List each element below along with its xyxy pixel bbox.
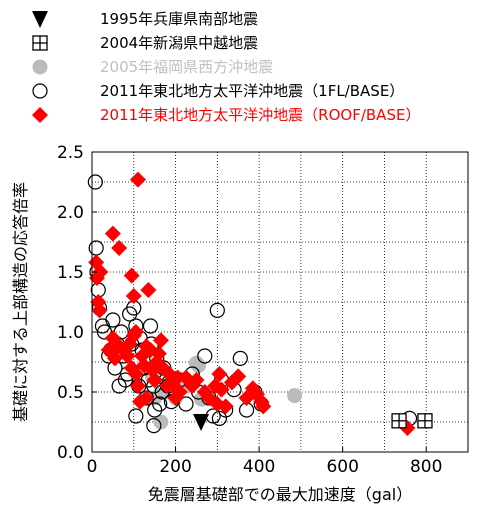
data-point (125, 288, 142, 304)
legend-label: 2011年東北地方太平洋沖地震（1FL/BASE） (100, 82, 404, 100)
data-point (128, 408, 144, 424)
data-point (147, 402, 163, 418)
data-point (92, 264, 109, 280)
y-tick-label: 2.0 (57, 203, 84, 223)
y-tick-label: 1.5 (57, 263, 84, 283)
data-point (188, 372, 205, 388)
data-point (417, 413, 433, 429)
data-point (193, 414, 210, 431)
data-point (111, 378, 127, 394)
data-point (178, 396, 194, 412)
data-point (140, 282, 157, 298)
data-point (111, 240, 128, 256)
data-point (105, 312, 121, 328)
data-point (132, 393, 149, 410)
data-point (104, 225, 121, 242)
data-point (147, 390, 163, 406)
data-point (146, 418, 162, 434)
data-point (125, 327, 142, 344)
data-point (127, 366, 144, 382)
data-point (88, 240, 104, 256)
data-point (217, 398, 234, 415)
data-point (232, 350, 248, 366)
data-point (211, 366, 228, 382)
x-tick-label: 0 (87, 457, 98, 477)
data-point (197, 348, 213, 364)
x-axis-label: 免震層基礎部での最大加速度（gal） (148, 485, 412, 504)
legend-marker (32, 59, 48, 75)
x-tick-label: 400 (243, 457, 275, 477)
plot-area-frame (91, 151, 469, 453)
legend-marker (32, 83, 48, 99)
data-point (106, 350, 123, 367)
data-point (171, 384, 188, 400)
x-tick-label: 600 (326, 457, 358, 477)
data-point (117, 372, 134, 388)
data-point (123, 267, 140, 284)
y-axis-label: 基礎に対する上部構造の応答倍率 (11, 182, 30, 422)
data-points (87, 171, 433, 436)
data-point (91, 302, 108, 319)
data-point (121, 336, 138, 352)
axis-ticks: 0 200 400 600 800 0.0 0.5 1.0 1.5 2.0 2.5 (57, 143, 442, 477)
data-point (150, 345, 167, 362)
data-point (213, 381, 230, 398)
legend-label: 2004年新潟県中越地震 (100, 34, 258, 52)
y-tick-label: 0.0 (57, 443, 84, 463)
data-point (287, 388, 303, 404)
data-point (191, 358, 207, 374)
legend-marker (32, 35, 48, 51)
data-point (146, 372, 163, 388)
legend-label: 1995年兵庫県南部地震 (100, 10, 258, 28)
x-tick-label: 800 (410, 457, 442, 477)
data-point (230, 368, 247, 385)
data-point (152, 332, 169, 349)
data-point (255, 398, 272, 415)
legend: 1995年兵庫県南部地震 2004年新潟県中越地震 2005年福岡県西方沖地震 201… (32, 10, 420, 124)
data-point (119, 348, 136, 364)
data-point (391, 413, 407, 429)
legend-marker (32, 107, 48, 123)
y-tick-label: 1.0 (57, 323, 84, 343)
y-tick-label: 0.5 (57, 383, 84, 403)
data-point (152, 396, 168, 412)
data-point (153, 414, 169, 430)
data-point (129, 378, 146, 394)
legend-label: 2011年東北地方太平洋沖地震（ROOF/BASE） (100, 106, 420, 124)
legend-label: 2005年福岡県西方沖地震 (100, 58, 273, 76)
data-point (87, 174, 103, 190)
legend-marker (32, 11, 48, 28)
data-point (129, 171, 146, 188)
x-tick-label: 200 (159, 457, 191, 477)
data-point (209, 302, 225, 318)
data-point (169, 369, 186, 386)
y-tick-label: 2.5 (57, 143, 84, 163)
data-point (142, 318, 159, 334)
